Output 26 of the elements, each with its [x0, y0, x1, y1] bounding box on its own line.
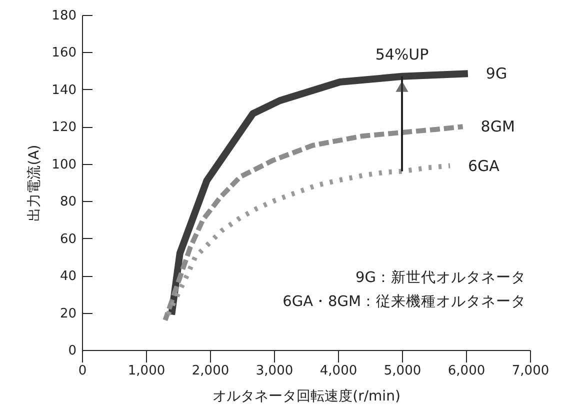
x-tick-label: 3,000: [256, 364, 294, 378]
annotation: 54%UP: [375, 45, 429, 64]
y-tick-label: 0: [68, 344, 76, 358]
y-tick-label: 60: [60, 232, 76, 247]
x-tick-label: 2,000: [192, 364, 230, 378]
annotation: 9G：新世代オルタネータ: [356, 269, 526, 286]
x-tick-label: 5,000: [384, 364, 422, 378]
y-tick-label: 160: [52, 46, 76, 61]
series-label: 6GA: [468, 156, 500, 175]
x-tick-label: 0: [78, 364, 87, 378]
x-axis-title: オルタネータ回転速度(r/min): [212, 388, 400, 404]
series-label: 8GM: [480, 118, 515, 136]
y-tick-label: 140: [52, 82, 76, 98]
y-tick-label: 180: [52, 8, 76, 24]
y-axis-title: 出力電流(A): [26, 144, 43, 222]
y-tick-label: 120: [52, 120, 76, 136]
x-tick-label: 7,000: [512, 364, 550, 378]
y-tick-label: 80: [60, 194, 76, 210]
x-tick-label: 4,000: [320, 364, 358, 378]
y-tick-label: 40: [60, 269, 76, 284]
y-tick-label: 20: [60, 306, 76, 322]
series-label: 9G: [486, 64, 508, 83]
y-tick-label: 100: [52, 157, 76, 172]
x-tick-label: 1,000: [128, 364, 166, 378]
annotation: 6GA・8GM：従来機種オルタネータ: [282, 293, 526, 310]
x-tick-label: 6,000: [448, 364, 486, 378]
